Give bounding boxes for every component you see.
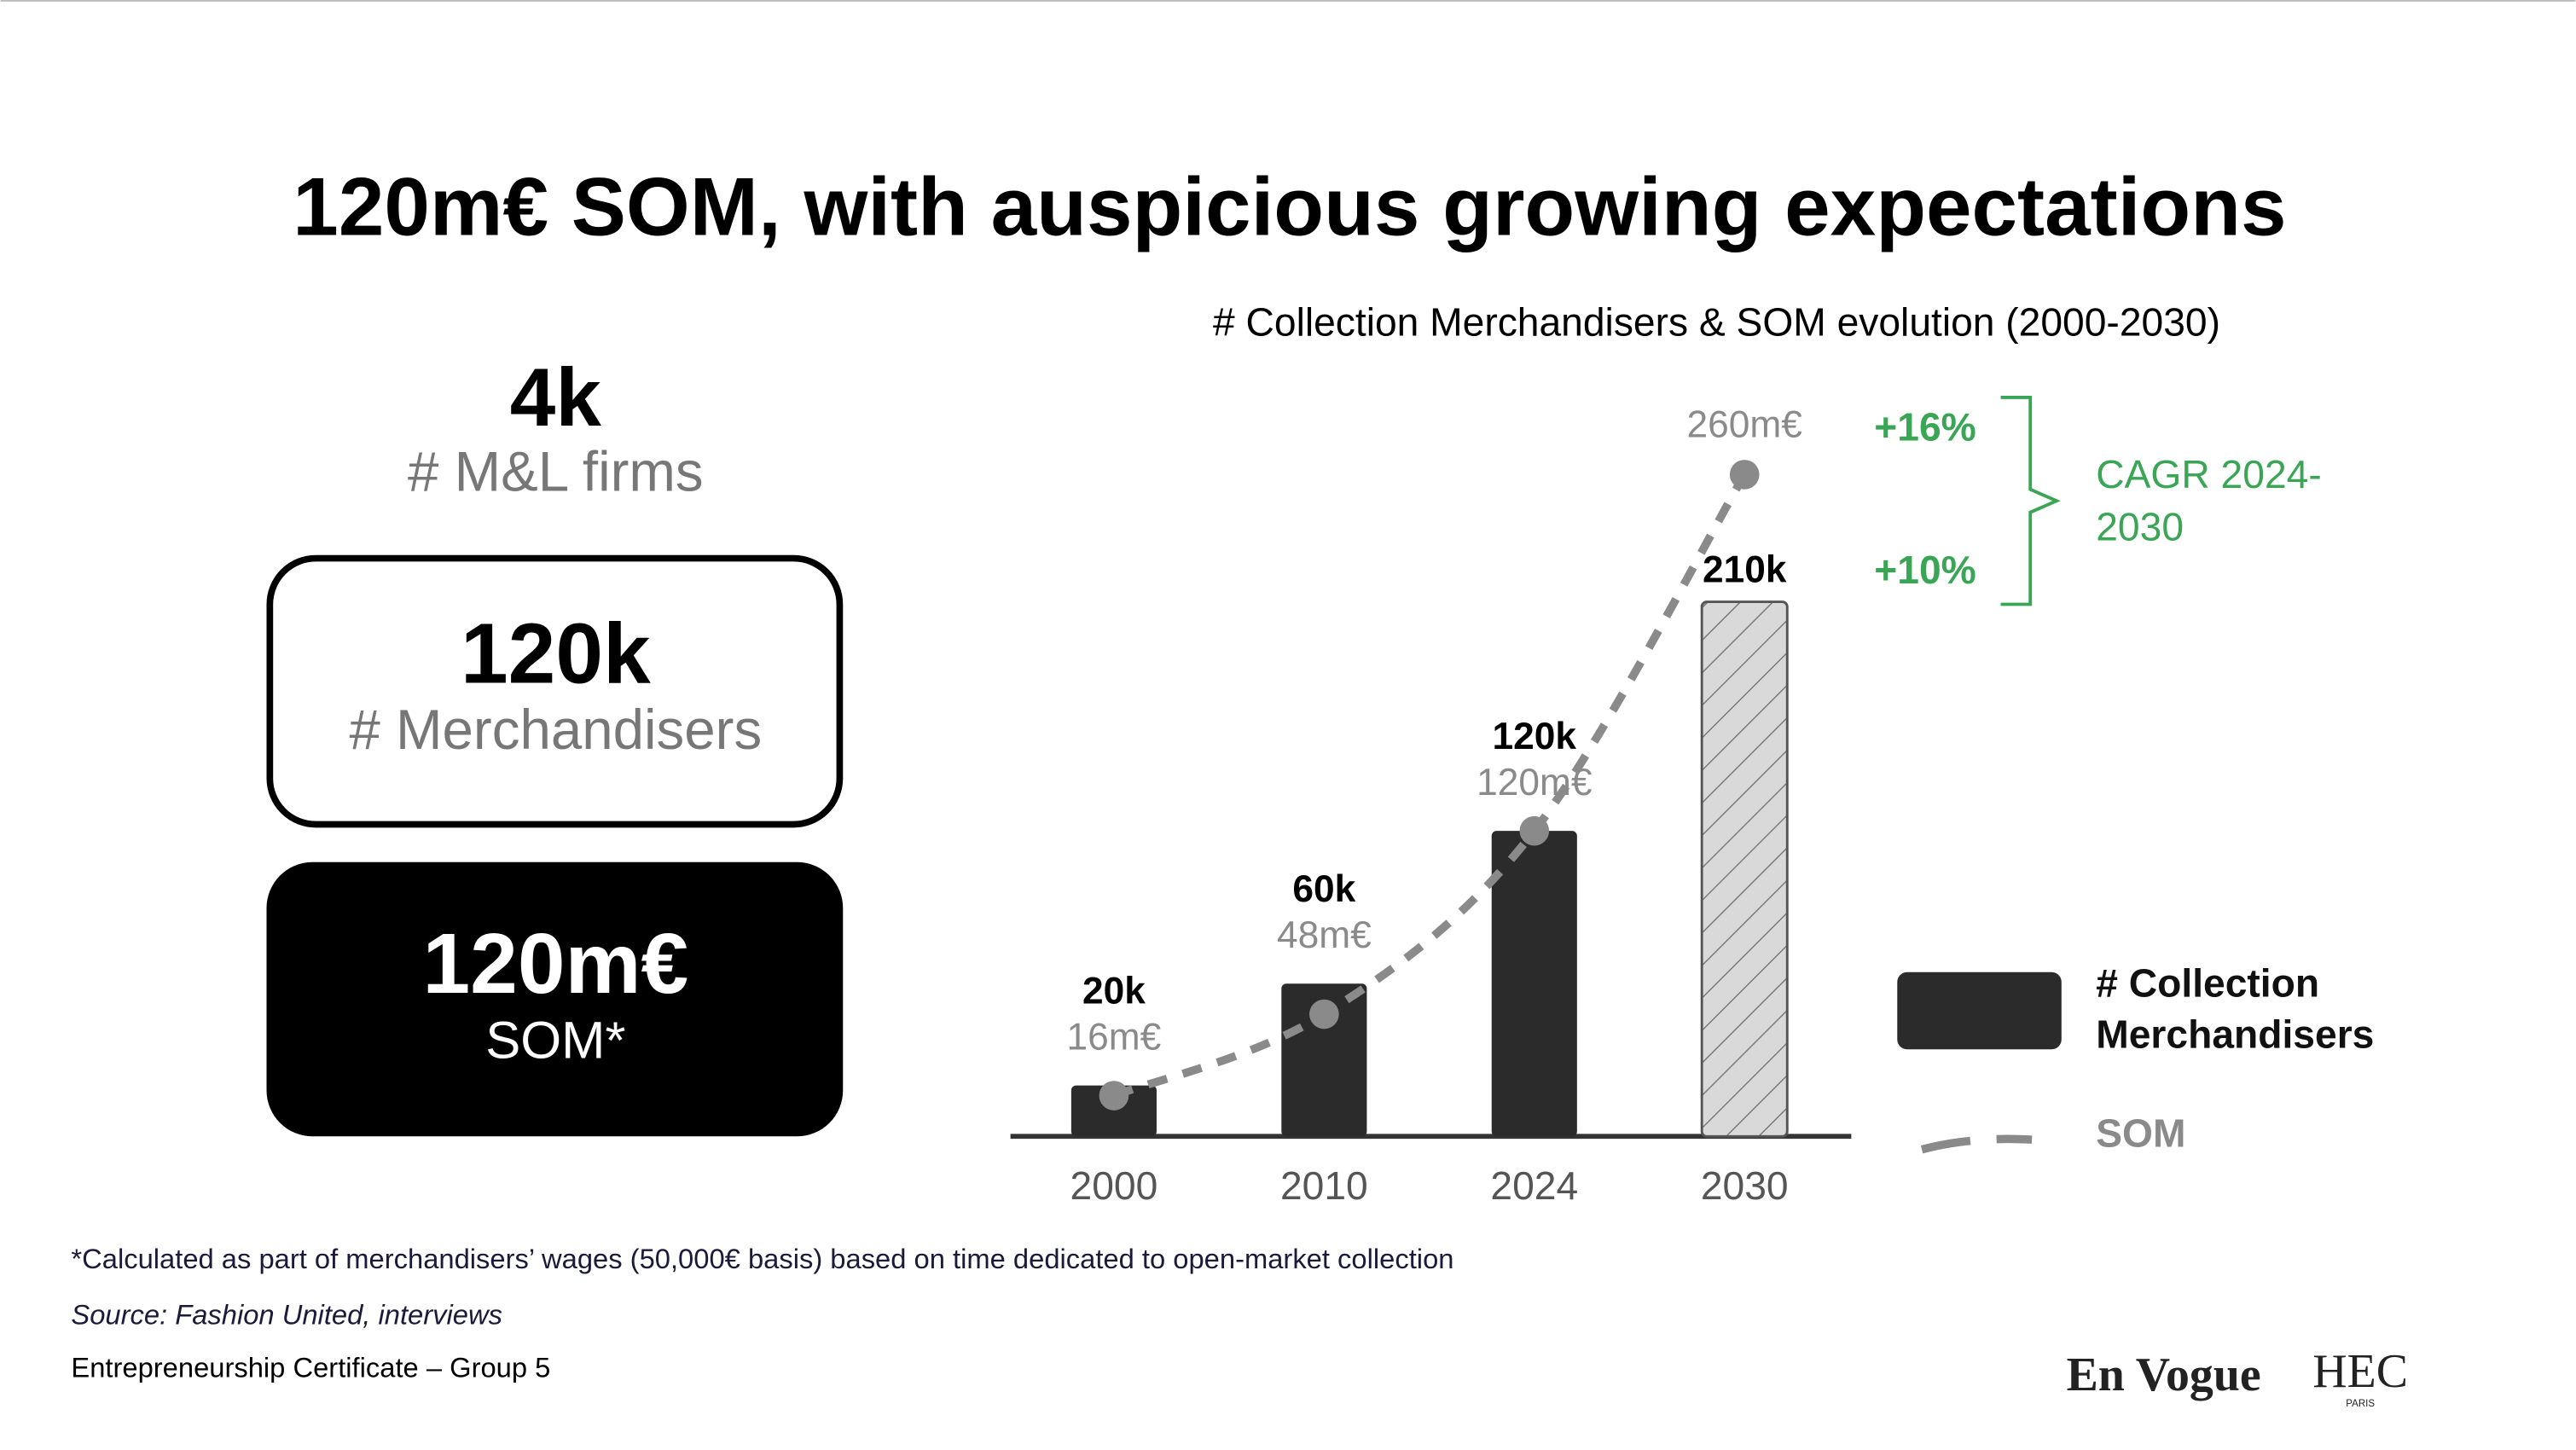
bar	[1281, 983, 1367, 1137]
footer: Entrepreneurship Certificate – Group 5	[71, 1351, 550, 1383]
annotation: CAGR 2024-2030	[2096, 453, 2322, 550]
annotation-box: CAGR 2024-2030	[2096, 453, 2322, 550]
bar	[1700, 600, 1789, 1138]
som-value-label: 48m€	[1277, 914, 1372, 956]
kpi-value: 120m€	[422, 916, 688, 1012]
kpi-value: 120k	[461, 606, 651, 701]
som-point	[1099, 1081, 1129, 1111]
legend-swatch	[1897, 972, 2062, 1050]
logo-school: HEC	[2312, 1345, 2408, 1398]
chart-title: # Collection Merchandisers & SOM evoluti…	[1213, 299, 2220, 344]
legend-swatch	[1920, 1134, 2033, 1154]
brace	[2000, 395, 2061, 606]
logo-city: PARIS	[2346, 1399, 2375, 1409]
x-tick-label: 2000	[1070, 1163, 1158, 1208]
kpi-label: # Merchandisers	[349, 699, 762, 761]
slide-title: 120m€ SOM, with auspicious growing expec…	[293, 162, 2286, 253]
som-value-label: 120m€	[1477, 762, 1592, 803]
logo-brand: En Vogue	[2067, 1348, 2261, 1401]
bar	[1491, 831, 1577, 1137]
som-value-label: 260m€	[1687, 403, 1802, 445]
bar	[1070, 1085, 1157, 1137]
x-tick-label: 2010	[1280, 1163, 1368, 1208]
bar-value-label: 60k	[1292, 868, 1355, 910]
legend-label-box: # Collection Merchandisers	[2096, 962, 2375, 1058]
kpi-box	[266, 861, 844, 1137]
x-tick-label: 2024	[1490, 1163, 1578, 1208]
som-line	[1112, 472, 1749, 1100]
som-value-label: 16m€	[1067, 1016, 1162, 1058]
legend-label: SOM	[2096, 1111, 2185, 1155]
source: Source: Fashion United, interviews	[71, 1299, 502, 1331]
bar-value-label: 20k	[1082, 970, 1146, 1012]
som-point	[1729, 460, 1760, 490]
bar-value-label: 120k	[1493, 716, 1577, 757]
annotation: +10%	[1874, 548, 1976, 592]
kpi-box	[266, 554, 844, 828]
kpi-label: # M&L firms	[408, 441, 704, 503]
bar-value-label: 210k	[1703, 549, 1787, 591]
legend-label: # Collection Merchandisers	[2096, 962, 2375, 1058]
som-point	[1519, 815, 1550, 846]
kpi-label: SOM*	[485, 1012, 625, 1070]
footnote: *Calculated as part of merchandisers’ wa…	[71, 1243, 1453, 1274]
som-point	[1309, 999, 1339, 1030]
annotation: +16%	[1874, 405, 1976, 450]
x-tick-label: 2030	[1701, 1163, 1789, 1208]
kpi-value: 4k	[510, 352, 602, 444]
